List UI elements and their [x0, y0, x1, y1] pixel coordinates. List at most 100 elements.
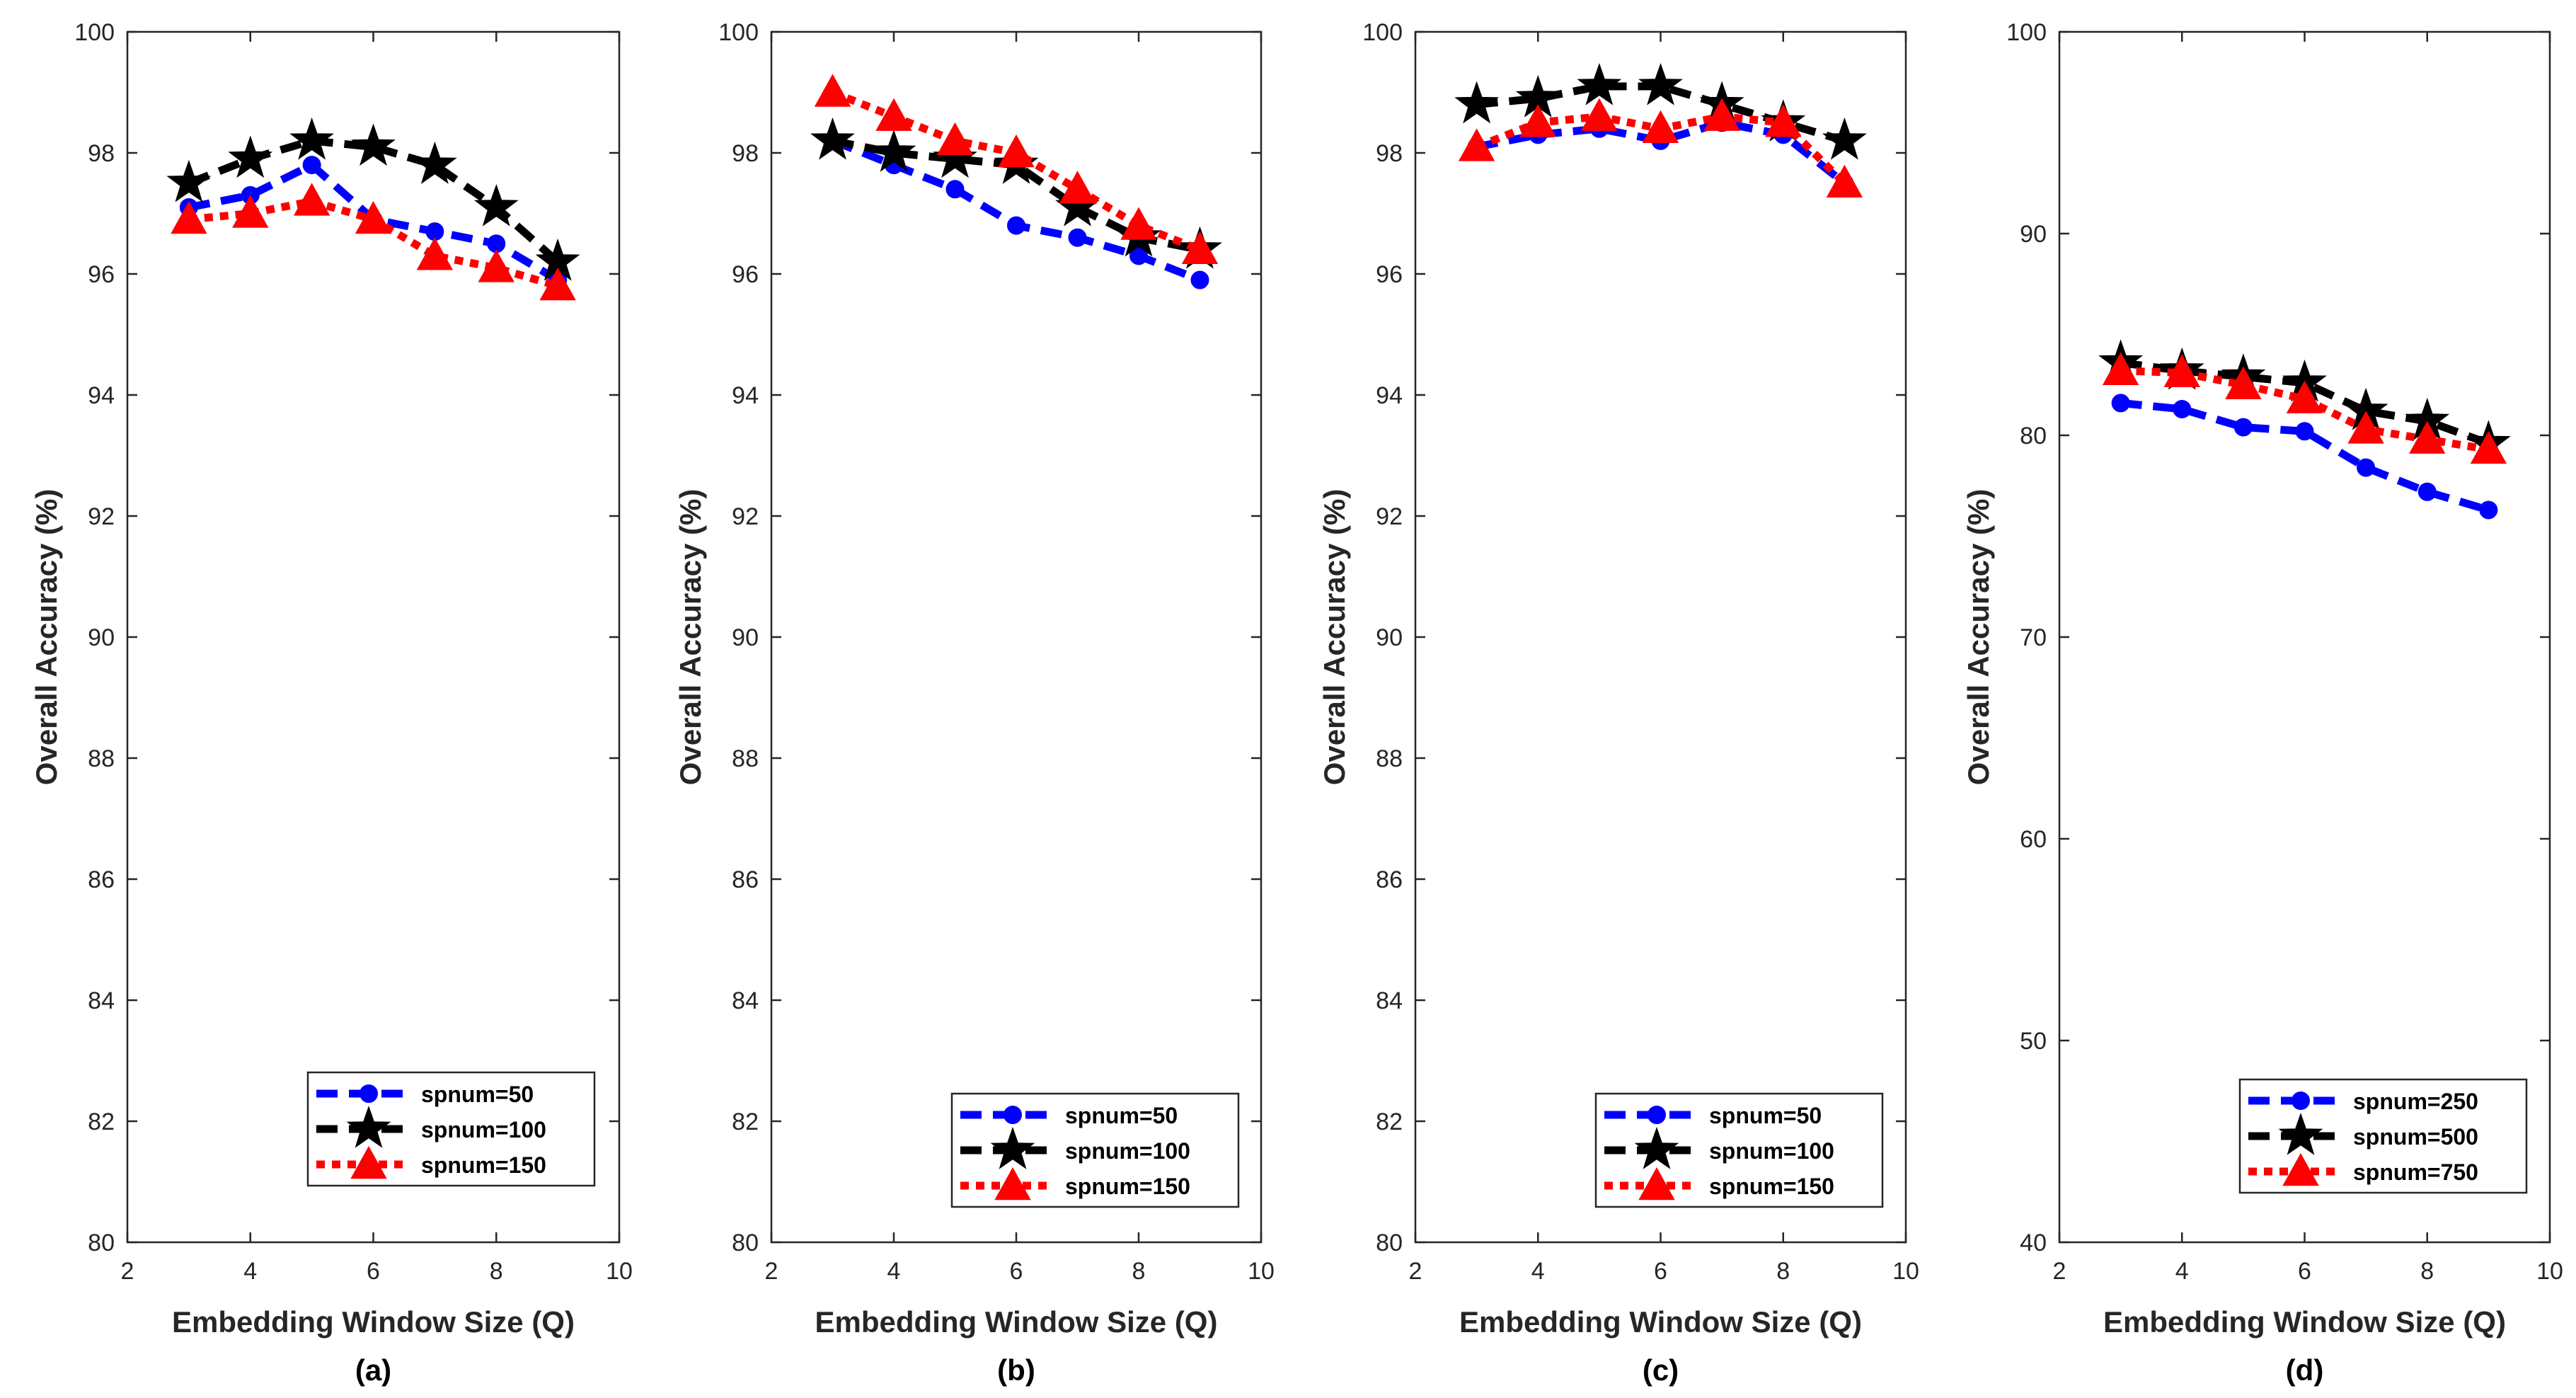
data-point	[2233, 418, 2253, 437]
x-tick-label: 6	[1654, 1258, 1667, 1285]
data-point	[1181, 231, 1219, 264]
y-tick-label: 88	[88, 745, 115, 772]
legend: spnum=250 spnum=500 spnum=750	[2238, 1078, 2528, 1194]
legend-label: spnum=500	[2353, 1124, 2478, 1150]
data-point	[1826, 164, 1863, 197]
data-point	[945, 180, 965, 199]
y-tick-label: 84	[732, 987, 759, 1014]
data-point	[2286, 380, 2323, 413]
series-spnum=150	[1458, 98, 1863, 197]
legend-label: spnum=750	[2353, 1159, 2478, 1185]
data-point	[302, 156, 321, 175]
legend-marker	[994, 1167, 1031, 1201]
data-point	[412, 142, 457, 184]
data-point	[1129, 246, 1148, 265]
y-tick-label: 80	[88, 1230, 115, 1256]
legend-label: spnum=150	[421, 1152, 546, 1178]
y-tick-label: 80	[732, 1230, 759, 1256]
data-point	[416, 237, 454, 270]
y-tick-label: 82	[88, 1108, 115, 1135]
chart-panel-c: 2 4 6 8 10 80 82 84 86 88 90 92 94 96 98 100 Embedding W…	[1318, 19, 1919, 1387]
x-tick-label: 8	[2420, 1258, 2434, 1285]
y-tick-label: 86	[1376, 866, 1403, 893]
y-tick-label: 90	[1376, 624, 1403, 651]
y-tick-label: 90	[2020, 221, 2047, 248]
legend-marker	[360, 1084, 378, 1103]
chart-panel-d: 2 4 6 8 10 40 50 60 70 80 90 100 Embedding Window Si…	[1962, 19, 2563, 1387]
legend-marker	[2282, 1152, 2319, 1186]
legend: spnum=50 spnum=100 spnum=150	[1594, 1092, 1884, 1208]
data-point	[2111, 394, 2130, 413]
panel-caption: (b)	[997, 1353, 1035, 1387]
x-tick-label: 4	[2175, 1258, 2189, 1285]
legend-label: spnum=250	[2353, 1089, 2478, 1114]
legend-marker	[2278, 1112, 2323, 1155]
x-tick-label: 4	[243, 1258, 257, 1285]
data-point	[228, 135, 273, 178]
series-spnum=50	[823, 131, 1209, 290]
legend-label: spnum=50	[1065, 1103, 1178, 1128]
y-tick-label: 100	[74, 19, 115, 46]
y-tick-label: 94	[88, 382, 115, 409]
data-point	[875, 98, 912, 131]
y-tick-label: 88	[732, 745, 759, 772]
data-point	[166, 159, 212, 202]
y-tick-label: 40	[2020, 1230, 2047, 1256]
data-point	[810, 117, 855, 160]
y-axis-label: Overall Accuracy (%)	[1962, 489, 1995, 786]
x-tick-label: 2	[1409, 1258, 1422, 1285]
y-tick-label: 98	[88, 140, 115, 167]
y-tick-label: 96	[732, 261, 759, 288]
x-tick-label: 10	[2536, 1258, 2563, 1285]
y-tick-label: 94	[1376, 382, 1403, 409]
y-tick-label: 96	[1376, 261, 1403, 288]
y-axis-label: Overall Accuracy (%)	[1318, 489, 1351, 786]
data-point	[998, 134, 1035, 168]
legend-marker	[346, 1105, 391, 1148]
data-point	[2479, 500, 2498, 520]
data-point	[2225, 366, 2262, 399]
data-point	[1581, 98, 1618, 131]
y-tick-label: 100	[1362, 19, 1403, 46]
x-axis-label: Embedding Window Size (Q)	[2103, 1305, 2506, 1339]
plot-area	[1414, 30, 1907, 1244]
data-point	[2295, 422, 2314, 441]
legend-label: spnum=150	[1065, 1174, 1190, 1199]
x-axis-label: Embedding Window Size (Q)	[172, 1305, 575, 1339]
data-point	[293, 183, 330, 216]
y-tick-label: 60	[2020, 826, 2047, 853]
x-tick-label: 6	[367, 1258, 380, 1285]
data-point	[2102, 352, 2139, 385]
x-tick-label: 2	[765, 1258, 778, 1285]
legend-marker	[1648, 1106, 1666, 1124]
y-tick-label: 86	[732, 866, 759, 893]
y-tick-label: 92	[1376, 503, 1403, 530]
y-tick-label: 82	[1376, 1108, 1403, 1135]
y-tick-label: 90	[88, 624, 115, 651]
x-tick-label: 10	[606, 1258, 633, 1285]
data-point	[2163, 354, 2200, 387]
x-axis-label: Embedding Window Size (Q)	[815, 1305, 1218, 1339]
data-point	[289, 117, 335, 160]
x-tick-label: 4	[1531, 1258, 1545, 1285]
x-tick-label: 8	[1776, 1258, 1790, 1285]
y-tick-label: 98	[1376, 140, 1403, 167]
legend-marker	[350, 1145, 387, 1179]
data-point	[1007, 216, 1025, 235]
data-point	[1642, 110, 1679, 143]
panel-caption: (a)	[355, 1353, 391, 1387]
data-point	[478, 249, 514, 282]
legend-marker	[1638, 1167, 1675, 1201]
legend: spnum=50 spnum=100 spnum=150	[950, 1092, 1240, 1208]
data-point	[2470, 430, 2507, 464]
data-point	[1519, 104, 1556, 137]
data-point	[171, 200, 207, 234]
x-tick-label: 6	[1010, 1258, 1023, 1285]
series-spnum=150	[171, 183, 576, 301]
legend-label: spnum=100	[421, 1117, 546, 1142]
y-tick-label: 100	[718, 19, 759, 46]
y-tick-label: 96	[88, 261, 115, 288]
data-point	[1190, 270, 1209, 290]
y-tick-label: 98	[732, 140, 759, 167]
